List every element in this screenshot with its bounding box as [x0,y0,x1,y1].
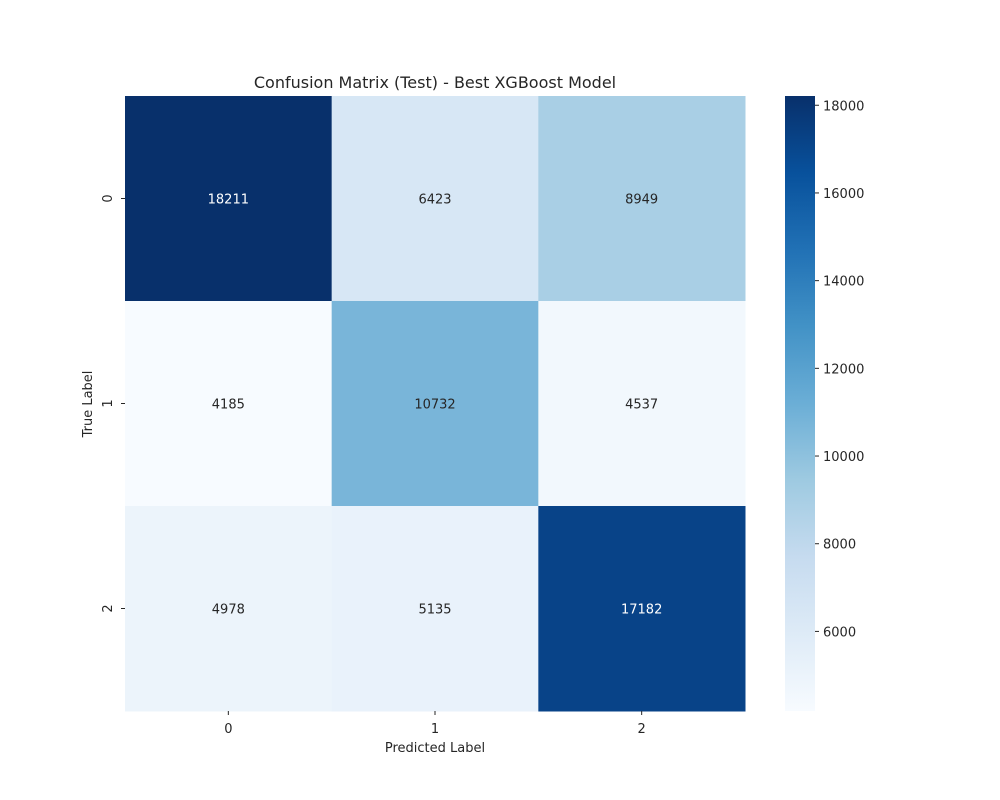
colorbar-tick-label: 18000 [823,99,864,114]
y-tick-label: 2 [101,604,116,612]
x-tick-label: 2 [638,722,646,737]
colorbar-tick-label: 12000 [823,362,864,377]
y-tick-label: 0 [101,194,116,202]
heatmap-cell [538,301,746,507]
colorbar-tick-label: 16000 [823,187,864,202]
cell-value-label: 4537 [625,398,658,413]
cell-value-label: 4185 [212,398,245,413]
colorbar [785,96,815,711]
colorbar-ticks: 6000 8000 10000 12000 14000 16000 18000 [815,99,864,640]
cell-value-label: 17182 [621,603,662,618]
heatmap-cell-labels: 18211 6423 8949 4185 10732 4537 4978 5135 17182 [208,193,663,618]
heatmap-cells [125,96,746,712]
x-tick-label: 1 [431,722,439,737]
cell-value-label: 6423 [418,193,451,208]
heatmap-cell [538,96,746,302]
x-axis-label: Predicted Label [385,741,485,756]
colorbar-tick-label: 10000 [823,450,864,465]
cell-value-label: 5135 [418,603,451,618]
y-tick-label: 1 [101,399,116,407]
x-tick-label: 0 [224,722,232,737]
colorbar-tick-label: 14000 [823,275,864,290]
heatmap-cell [331,506,539,712]
colorbar-tick-label: 8000 [823,538,856,553]
y-axis-label: True Label [81,371,96,439]
heatmap-cell [538,506,746,712]
cell-value-label: 18211 [208,193,249,208]
cell-value-label: 4978 [212,603,245,618]
cell-value-label: 8949 [625,193,658,208]
cell-value-label: 10732 [414,398,455,413]
chart-title: Confusion Matrix (Test) - Best XGBoost M… [254,73,616,92]
x-axis-ticks: 0 1 2 [224,711,646,737]
heatmap-cell [331,96,539,302]
y-axis-ticks: 0 1 2 [101,194,125,613]
heatmap-cell [125,506,333,712]
heatmap-cell [125,96,333,302]
heatmap-cell [125,301,333,507]
heatmap-cell [331,301,539,507]
colorbar-tick-label: 6000 [823,625,856,640]
